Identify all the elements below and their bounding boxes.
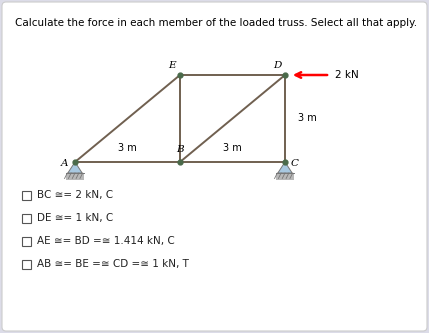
Text: 3 m: 3 m — [298, 113, 317, 123]
Text: 3 m: 3 m — [223, 143, 242, 153]
Polygon shape — [276, 173, 294, 179]
Bar — [22, 236, 31, 245]
Bar — [22, 190, 31, 199]
Text: A: A — [61, 160, 69, 168]
Text: 3 m: 3 m — [118, 143, 136, 153]
Bar — [22, 213, 31, 222]
Bar — [22, 259, 31, 268]
Text: 2 kN: 2 kN — [335, 70, 359, 80]
Text: DE ≅= 1 kN, C: DE ≅= 1 kN, C — [37, 213, 113, 223]
Polygon shape — [66, 173, 85, 179]
Text: BC ≅= 2 kN, C: BC ≅= 2 kN, C — [37, 190, 113, 200]
Text: E: E — [168, 62, 176, 71]
FancyBboxPatch shape — [2, 2, 427, 331]
Polygon shape — [278, 162, 292, 173]
Text: Calculate the force in each member of the loaded truss. Select all that apply.: Calculate the force in each member of th… — [15, 18, 417, 28]
Text: B: B — [176, 146, 184, 155]
Text: D: D — [273, 62, 281, 71]
Text: AB ≅= BE =≅ CD =≅ 1 kN, T: AB ≅= BE =≅ CD =≅ 1 kN, T — [37, 259, 189, 269]
Text: AE ≅= BD =≅ 1.414 kN, C: AE ≅= BD =≅ 1.414 kN, C — [37, 236, 175, 246]
Polygon shape — [68, 162, 82, 173]
Text: C: C — [291, 160, 299, 168]
